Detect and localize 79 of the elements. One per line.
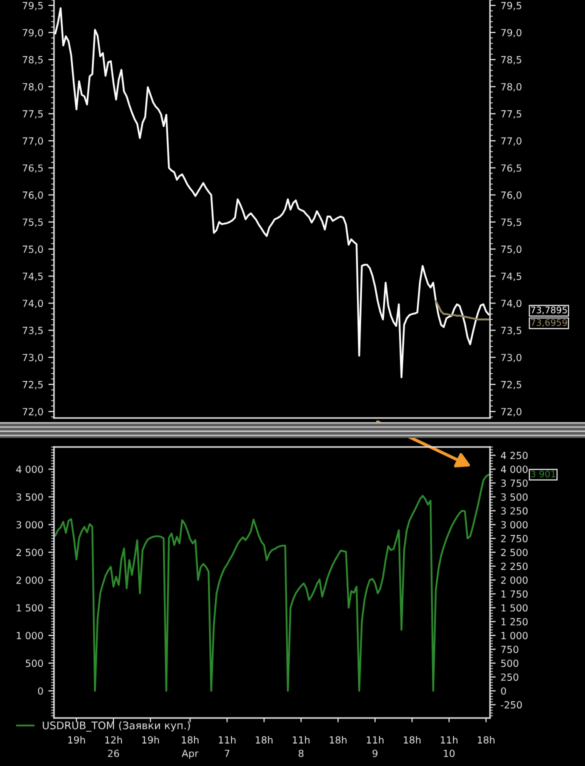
y2-tick-label: 72,5	[501, 380, 522, 390]
y-tick-label: 76,5	[22, 164, 43, 173]
y2-tick-label: 500	[501, 660, 518, 667]
y-tick-label: 0	[38, 687, 43, 695]
y2-tick-label: 3 250	[501, 507, 528, 515]
text: 73,7895	[531, 306, 567, 314]
y2-tick-label: 78,0	[501, 83, 522, 92]
x-tick-label: 18h	[330, 736, 346, 744]
y-tick-label: 76,0	[22, 191, 43, 200]
y2-tick-label: 73,0	[501, 354, 522, 362]
y2-tick-label: 250	[501, 673, 518, 681]
x-tick-label: 19h	[68, 736, 85, 744]
y2-tick-label: 2 500	[501, 548, 528, 556]
y2-tick-label: 2 750	[501, 534, 528, 542]
y2-tick-label: -250	[500, 701, 522, 709]
y2-tick-label: 750	[501, 646, 518, 654]
y-tick-label: 78,5	[22, 56, 43, 64]
y-tick-label: 72,0	[22, 408, 43, 416]
y2-tick-label: 0	[501, 687, 506, 695]
legend-label: USDRUB_TOM (Заявки куп.)	[42, 721, 190, 732]
y-tick-label: 73,0	[22, 354, 43, 362]
y2-tick-label: 4 250	[500, 452, 528, 460]
y2-tick-label: 1 250	[501, 618, 528, 626]
y-tick-label: 2 000	[16, 576, 43, 584]
y-tick-label: 75,0	[22, 246, 43, 254]
y-tick-label: 3 000	[16, 521, 43, 528]
x-tick-label: 18h	[404, 736, 420, 744]
y2-tick-label: 4 000	[500, 466, 528, 473]
x-tick-label: 11h 7	[218, 736, 236, 757]
y2-tick-label: 76,0	[501, 191, 522, 200]
y2-tick-label: 3 750	[501, 480, 528, 487]
y2-tick-label: 77,0	[501, 137, 522, 146]
y2-tick-label: 3 000	[501, 521, 528, 528]
x-tick-label: 11h 9	[366, 736, 384, 758]
y2-tick-label: 2 000	[501, 576, 528, 584]
x-tick-label: 12h 26	[105, 736, 122, 758]
line-series	[54, 474, 490, 692]
text: 73,6959	[531, 319, 567, 327]
y2-tick-label: 74,5	[501, 272, 522, 281]
y-tick-label: 4 000	[16, 466, 43, 473]
y-tick-label: 1 500	[16, 604, 43, 612]
y2-tick-label: 1 500	[501, 604, 528, 612]
y2-tick-label: 73,5	[501, 326, 522, 336]
y-tick-label: 74,0	[22, 300, 43, 308]
x-tick-label: 19h	[142, 736, 159, 744]
x-tick-label: 18h	[256, 736, 273, 744]
y-tick-label: 500	[26, 660, 43, 667]
y2-tick-label: 2 250	[501, 562, 528, 570]
y-tick-label: 2 500	[16, 548, 43, 556]
y-tick-label: 75,5	[22, 218, 43, 227]
y-tick-label: 79,0	[22, 28, 43, 38]
y-tick-label: 77,0	[22, 137, 43, 146]
x-tick-label: 11h 8	[292, 736, 310, 758]
y-tick-label: 1 000	[16, 632, 43, 640]
y-tick-label: 72,5	[22, 380, 43, 390]
y2-tick-label: 72,0	[501, 408, 522, 416]
text: 3 901	[530, 470, 556, 478]
x-tick-label: 11h 10	[440, 736, 458, 758]
y-tick-label: 79,5	[22, 2, 43, 10]
y2-tick-label: 75,5	[501, 218, 522, 227]
y2-tick-label: 76,5	[501, 164, 522, 173]
y2-tick-label: 74,0	[501, 300, 522, 308]
y2-tick-label: 79,5	[501, 2, 522, 10]
line-series	[434, 300, 490, 320]
y2-tick-label: 75,0	[501, 246, 522, 254]
y-tick-label: 77,5	[22, 110, 43, 119]
x-tick-label: 18h	[478, 736, 494, 744]
y2-tick-label: 78,5	[501, 56, 522, 64]
y-tick-label: 3 500	[16, 493, 43, 501]
y-tick-label: 74,5	[22, 272, 43, 281]
y2-tick-label: 3 500	[501, 493, 528, 501]
y2-tick-label: 79,0	[501, 28, 522, 38]
y2-tick-label: 77,5	[501, 110, 522, 119]
y-tick-label: 73,5	[22, 326, 43, 336]
y-tick-label: 78,0	[22, 83, 43, 92]
line-series	[54, 7, 490, 378]
y2-tick-label: 1 000	[501, 632, 528, 640]
y2-tick-label: 1 750	[501, 590, 528, 598]
x-tick-label: 18h Apr	[182, 736, 199, 759]
